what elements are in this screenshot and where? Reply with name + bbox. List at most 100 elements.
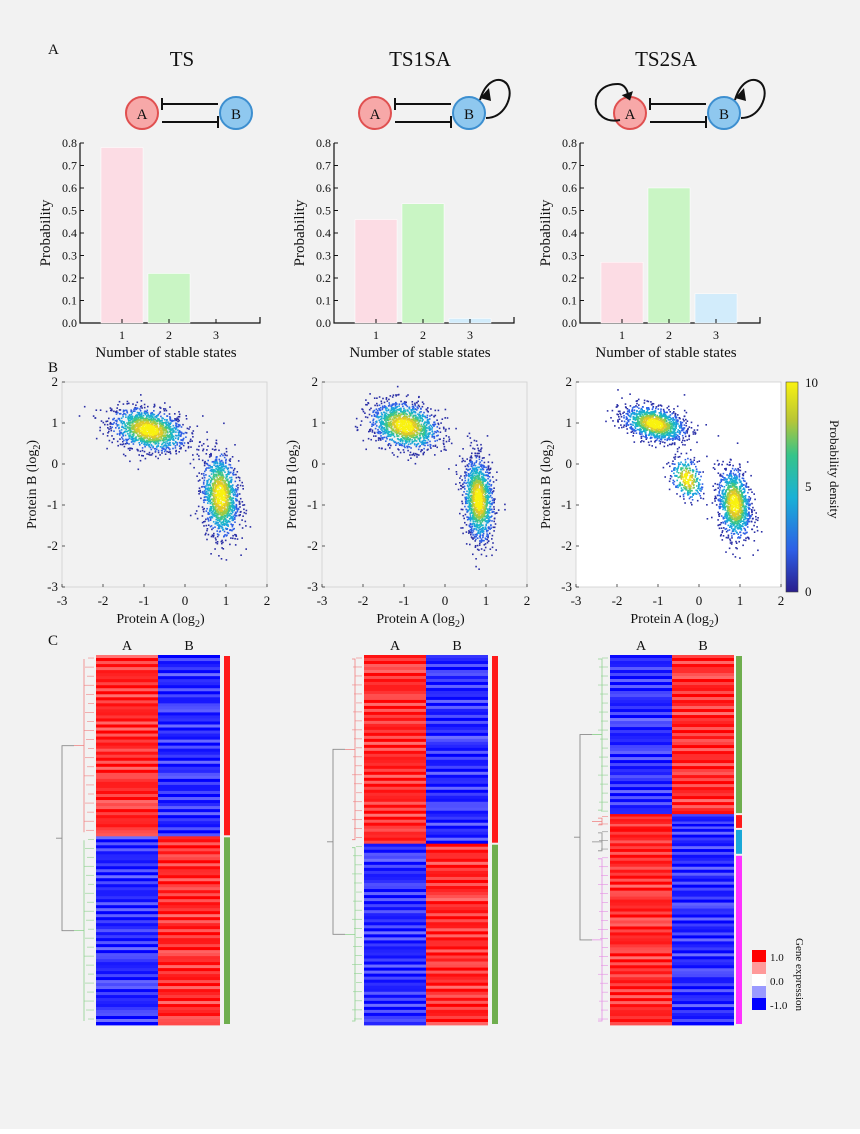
density-point bbox=[108, 431, 110, 433]
density-point bbox=[169, 442, 171, 444]
density-point bbox=[198, 472, 200, 474]
density-point bbox=[470, 461, 472, 463]
density-point bbox=[473, 469, 475, 471]
density-point bbox=[481, 530, 483, 532]
y-tick-label: 0.5 bbox=[316, 204, 331, 218]
density-point bbox=[111, 410, 113, 412]
density-point bbox=[487, 471, 489, 473]
density-point bbox=[381, 416, 383, 418]
density-point bbox=[210, 482, 212, 484]
density-point bbox=[153, 406, 155, 408]
density-point bbox=[394, 436, 396, 438]
density-point bbox=[233, 470, 235, 472]
density-point bbox=[390, 395, 392, 397]
y-tick-label: 0.6 bbox=[316, 181, 331, 195]
density-point bbox=[242, 504, 244, 506]
density-point bbox=[173, 425, 175, 427]
density-point bbox=[118, 424, 120, 426]
density-point bbox=[380, 410, 382, 412]
density-point bbox=[380, 407, 382, 409]
density-point bbox=[146, 453, 148, 455]
density-point bbox=[390, 410, 392, 412]
x-axis-label: Number of stable states bbox=[95, 345, 236, 361]
density-point bbox=[389, 434, 391, 436]
density-point bbox=[120, 409, 122, 411]
density-point bbox=[139, 426, 141, 428]
density-point bbox=[424, 445, 426, 447]
density-point bbox=[179, 442, 181, 444]
density-point bbox=[187, 442, 189, 444]
density-point bbox=[237, 489, 239, 491]
density-point bbox=[232, 473, 234, 475]
density-point bbox=[141, 400, 143, 402]
density-point bbox=[144, 407, 146, 409]
bar-2 bbox=[402, 204, 444, 323]
density-point bbox=[369, 409, 371, 411]
y-tick-label: -2 bbox=[47, 538, 58, 553]
x-tick-label: 1 bbox=[223, 593, 230, 608]
density-point bbox=[414, 403, 416, 405]
density-point bbox=[139, 444, 141, 446]
node-a-label: A bbox=[625, 107, 636, 123]
density-point bbox=[486, 533, 488, 535]
density-point bbox=[133, 443, 135, 445]
density-point bbox=[462, 509, 464, 511]
density-point bbox=[140, 451, 142, 453]
density-point bbox=[123, 403, 125, 405]
density-point bbox=[481, 538, 483, 540]
y-tick-label: 0.3 bbox=[316, 249, 331, 263]
density-point bbox=[480, 533, 482, 535]
density-point bbox=[436, 419, 438, 421]
density-point bbox=[421, 449, 423, 451]
density-point bbox=[217, 463, 219, 465]
density-point bbox=[111, 430, 113, 432]
density-point bbox=[138, 469, 140, 471]
density-point bbox=[111, 435, 113, 437]
density-point bbox=[370, 439, 372, 441]
density-point bbox=[373, 422, 375, 424]
density-point bbox=[393, 429, 395, 431]
density-point bbox=[402, 442, 404, 444]
density-point bbox=[123, 422, 125, 424]
density-point bbox=[393, 433, 395, 435]
density-point bbox=[478, 532, 480, 534]
density-point bbox=[381, 448, 383, 450]
density-point bbox=[156, 421, 158, 423]
density-point bbox=[235, 500, 237, 502]
density-point bbox=[488, 461, 490, 463]
density-point bbox=[492, 502, 494, 504]
density-point bbox=[116, 407, 118, 409]
y-tick-label: 0.4 bbox=[316, 226, 331, 240]
density-point bbox=[206, 491, 208, 493]
density-point bbox=[169, 431, 171, 433]
density-point bbox=[440, 450, 442, 452]
density-point bbox=[233, 510, 235, 512]
density-point bbox=[166, 410, 168, 412]
density-point bbox=[219, 462, 221, 464]
density-point bbox=[379, 437, 381, 439]
density-point bbox=[170, 453, 172, 455]
density-point bbox=[369, 393, 371, 395]
density-point bbox=[188, 446, 190, 448]
density-point bbox=[374, 415, 376, 417]
density-point bbox=[474, 473, 476, 475]
density-point bbox=[384, 412, 386, 414]
density-point bbox=[148, 429, 150, 431]
density-point bbox=[121, 429, 123, 431]
density-point bbox=[124, 446, 126, 448]
density-point bbox=[235, 544, 237, 546]
density-point bbox=[240, 554, 242, 556]
density-point bbox=[207, 445, 209, 447]
density-point bbox=[485, 526, 487, 528]
density-point bbox=[434, 440, 436, 442]
density-point bbox=[224, 531, 226, 533]
density-point bbox=[151, 444, 153, 446]
density-point bbox=[411, 439, 413, 441]
density-point bbox=[416, 409, 418, 411]
density-point bbox=[377, 405, 379, 407]
density-point bbox=[416, 446, 418, 448]
y-tick-label: 0.6 bbox=[62, 181, 77, 195]
density-point bbox=[213, 487, 215, 489]
density-point bbox=[122, 435, 124, 437]
